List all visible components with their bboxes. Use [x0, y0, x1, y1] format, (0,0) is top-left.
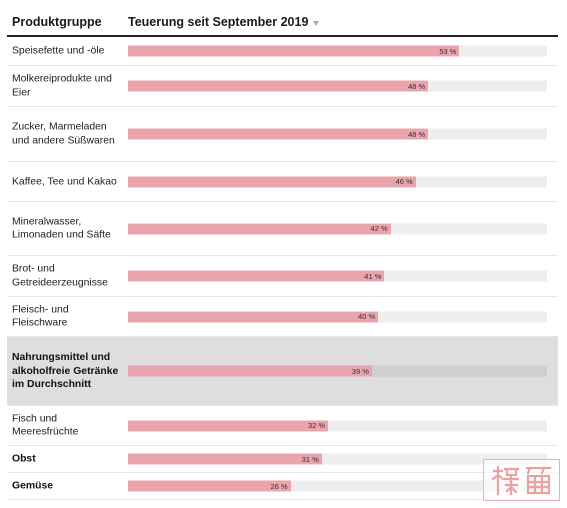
- watermark-seal: [483, 459, 560, 501]
- bar-track: 32 %: [128, 420, 547, 431]
- column-header-product-group[interactable]: Produktgruppe: [12, 15, 102, 29]
- row-label: Nahrungsmittel und alkoholfreie Getränke…: [12, 351, 119, 390]
- table-row: Obst 31 %: [7, 446, 558, 473]
- bar-track: 48 %: [128, 80, 547, 92]
- row-label: Fleisch- und Fleischware: [12, 304, 69, 329]
- data-label: 46 %: [395, 177, 413, 186]
- column-header-inflation-label: Teuerung seit September 2019: [128, 15, 309, 29]
- table-row: Mineralwasser, Limonaden und Säfte 42 %: [7, 202, 558, 256]
- data-label: 42 %: [370, 224, 388, 233]
- data-label: 40 %: [358, 312, 376, 321]
- data-label: 26 %: [270, 481, 288, 491]
- bar: 48 %: [128, 128, 429, 140]
- bar: 39 %: [128, 365, 372, 377]
- sort-descending-icon[interactable]: [313, 20, 320, 26]
- row-label: Speisefette und -öle: [12, 45, 105, 57]
- data-label: 32 %: [308, 421, 326, 430]
- data-label: 31 %: [301, 454, 319, 464]
- bar: 40 %: [128, 311, 379, 322]
- row-label: Gemüse: [12, 480, 54, 492]
- table-row: Brot- und Getreideerzeugnisse 41 %: [7, 256, 558, 297]
- table-row: Molkereiprodukte und Eier 48 %: [7, 66, 558, 107]
- table-row: Nahrungsmittel und alkoholfreie Getränke…: [7, 337, 558, 406]
- row-label: Zucker, Marmeladen und andere Süßwaren: [12, 121, 115, 147]
- bar-track: 41 %: [128, 270, 547, 282]
- table-row: Gemüse 26 %: [7, 473, 558, 500]
- bar-track: 42 %: [128, 223, 547, 234]
- seal-glyph-left-icon: [490, 465, 519, 495]
- bar-track: 48 %: [128, 128, 547, 140]
- bar: 42 %: [128, 223, 391, 234]
- bar: 41 %: [128, 270, 385, 282]
- bar-track: 53 %: [128, 45, 547, 57]
- table-body: Speisefette und -öle 53 % Molkereiprodukte…: [7, 37, 558, 500]
- data-label: 41 %: [364, 271, 382, 281]
- row-label: Fisch und Meeresfrüchte: [12, 413, 79, 438]
- bar: 48 %: [128, 80, 429, 92]
- table-row: Fleisch- und Fleischware 40 %: [7, 297, 558, 337]
- table-row: Fisch und Meeresfrüchte 32 %: [7, 406, 558, 446]
- data-label: 48 %: [408, 81, 426, 91]
- bar: 53 %: [128, 45, 460, 57]
- row-label: Obst: [12, 453, 36, 465]
- bar: 31 %: [128, 453, 322, 465]
- bar-track: 31 %: [128, 453, 547, 465]
- table-row: Zucker, Marmeladen und andere Süßwaren 48…: [7, 107, 558, 162]
- bar: 32 %: [128, 420, 329, 431]
- data-label: 39 %: [351, 366, 369, 376]
- price-table: Produktgruppe Teuerung seit September 20…: [7, 8, 558, 500]
- bar-track: 26 %: [128, 480, 547, 492]
- row-label: Kaffee, Tee und Kakao: [12, 175, 117, 187]
- bar-track: 40 %: [128, 311, 547, 322]
- row-label: Mineralwasser, Limonaden und Säfte: [12, 216, 111, 241]
- bar-track: 46 %: [128, 176, 547, 187]
- column-header-inflation[interactable]: Teuerung seit September 2019: [128, 15, 320, 29]
- bar: 46 %: [128, 176, 416, 187]
- row-label: Brot- und Getreideerzeugnisse: [12, 263, 108, 289]
- table-header: Produktgruppe Teuerung seit September 20…: [7, 8, 558, 37]
- bar: 26 %: [128, 480, 291, 492]
- table-row: Kaffee, Tee und Kakao 46 %: [7, 162, 558, 202]
- data-label: 53 %: [439, 46, 457, 56]
- bar-track: 39 %: [128, 365, 547, 377]
- row-label: Molkereiprodukte und Eier: [12, 73, 112, 99]
- table-row: Speisefette und -öle 53 %: [7, 37, 558, 66]
- seal-glyph-right-icon: [525, 466, 551, 494]
- data-label: 48 %: [408, 129, 426, 139]
